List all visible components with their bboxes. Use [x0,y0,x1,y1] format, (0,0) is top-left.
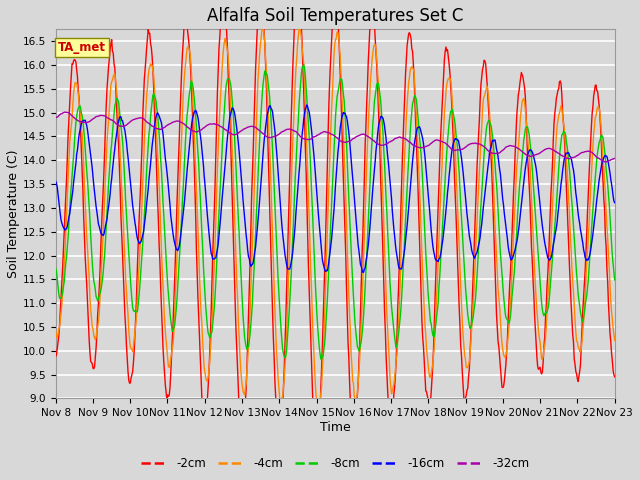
Title: Alfalfa Soil Temperatures Set C: Alfalfa Soil Temperatures Set C [207,7,463,25]
Legend: -2cm, -4cm, -8cm, -16cm, -32cm: -2cm, -4cm, -8cm, -16cm, -32cm [136,452,534,475]
Y-axis label: Soil Temperature (C): Soil Temperature (C) [7,150,20,278]
Text: TA_met: TA_met [58,41,106,54]
X-axis label: Time: Time [320,421,351,434]
